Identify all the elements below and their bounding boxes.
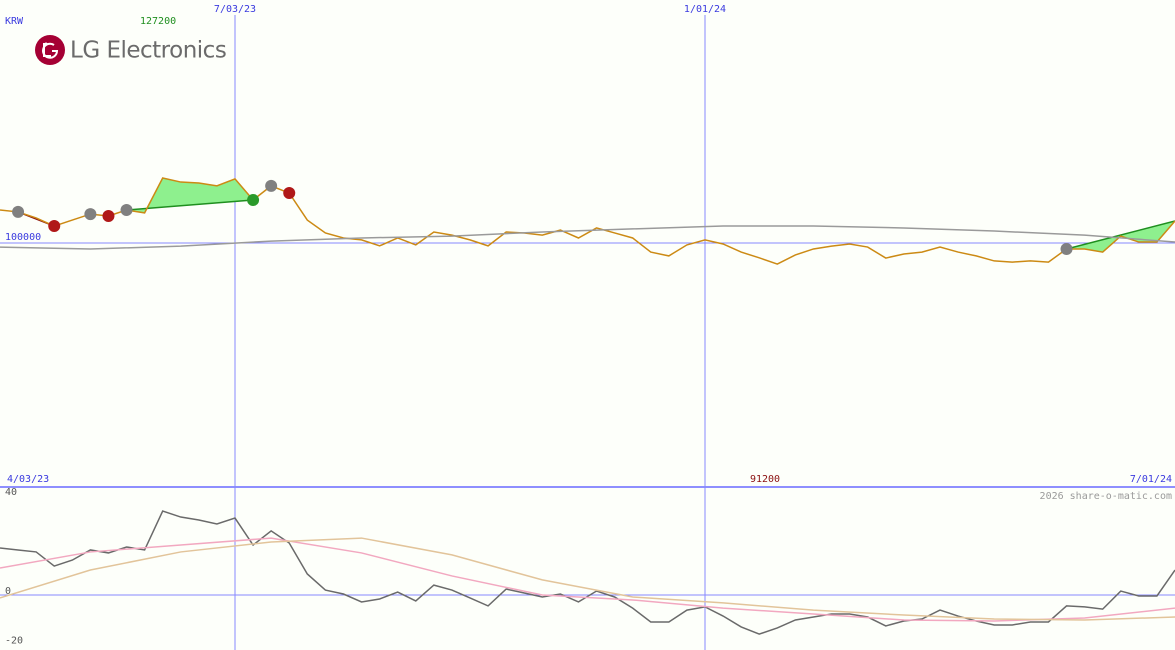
y-tick-label: 40	[5, 487, 17, 498]
series-line	[0, 537, 1175, 621]
logo: LG Electronics	[35, 35, 227, 65]
low-label: 91200	[750, 474, 780, 485]
series-line	[0, 177, 1175, 265]
signal-marker	[283, 187, 296, 200]
series-line	[0, 225, 1175, 250]
signal-marker	[102, 209, 115, 222]
watermark: 2026 share-o-matic.com	[1040, 491, 1172, 502]
x-tick-label: 1/01/24	[684, 4, 726, 15]
y-tick-label: 100000	[5, 232, 41, 243]
x-range-label: 4/03/23	[7, 474, 49, 485]
y-tick-label: 0	[5, 586, 11, 597]
x-range-label: 7/01/24	[1130, 474, 1172, 485]
signal-band	[1066, 221, 1175, 253]
signal-marker	[265, 179, 278, 192]
logo-mark	[35, 35, 65, 65]
high-label: 127200	[140, 16, 176, 27]
signal-marker	[247, 193, 260, 206]
logo-eye	[44, 42, 48, 46]
signal-line	[1066, 220, 1175, 250]
signal-marker	[12, 205, 25, 218]
series-line	[0, 537, 1175, 622]
signal-marker	[1060, 242, 1073, 255]
logo-text: LG Electronics	[70, 38, 226, 64]
series-line	[0, 510, 1175, 635]
unit-label: KRW	[5, 16, 24, 27]
signal-marker	[120, 204, 133, 217]
signal-marker	[48, 220, 61, 233]
signal-marker	[84, 208, 97, 221]
y-tick-label: -20	[5, 636, 23, 647]
x-tick-label: 7/03/23	[214, 4, 256, 15]
logo-face	[42, 42, 59, 59]
